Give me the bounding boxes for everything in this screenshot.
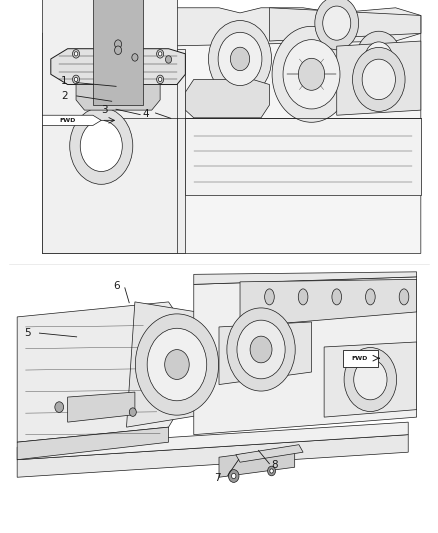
Ellipse shape (399, 289, 409, 305)
Circle shape (323, 6, 351, 40)
Circle shape (315, 0, 359, 50)
Circle shape (354, 359, 387, 400)
Circle shape (353, 47, 405, 111)
Circle shape (298, 58, 325, 90)
Circle shape (74, 77, 78, 82)
Text: 8: 8 (272, 461, 278, 470)
Polygon shape (67, 392, 135, 422)
Polygon shape (42, 8, 421, 49)
Polygon shape (51, 49, 185, 85)
Circle shape (208, 21, 272, 98)
Polygon shape (337, 41, 421, 115)
Circle shape (230, 47, 250, 71)
Circle shape (147, 328, 207, 401)
Circle shape (159, 52, 162, 56)
Polygon shape (17, 302, 194, 442)
Circle shape (73, 50, 80, 58)
Polygon shape (76, 85, 160, 110)
Circle shape (70, 108, 133, 184)
Text: 1: 1 (61, 76, 68, 86)
Polygon shape (42, 115, 101, 125)
Circle shape (166, 56, 172, 63)
Circle shape (362, 59, 396, 100)
Bar (9, 3, 429, 259)
Circle shape (270, 469, 273, 473)
Circle shape (115, 40, 122, 49)
Polygon shape (185, 79, 269, 118)
Bar (42, 0, 177, 253)
Polygon shape (269, 8, 421, 41)
Ellipse shape (332, 289, 342, 305)
Circle shape (159, 77, 162, 82)
Polygon shape (42, 118, 177, 169)
Polygon shape (236, 445, 303, 462)
Text: 7: 7 (215, 473, 221, 482)
Circle shape (165, 350, 189, 379)
Circle shape (74, 52, 78, 56)
Ellipse shape (366, 289, 375, 305)
Bar (93, 0, 143, 105)
Text: FWD: FWD (60, 118, 76, 123)
Circle shape (229, 470, 239, 482)
Polygon shape (240, 279, 417, 327)
Polygon shape (17, 422, 408, 459)
Circle shape (250, 336, 272, 363)
Circle shape (135, 314, 219, 415)
Polygon shape (219, 447, 295, 477)
Circle shape (73, 75, 80, 84)
Text: 3: 3 (101, 106, 107, 115)
Circle shape (55, 402, 64, 413)
Circle shape (344, 348, 397, 411)
Text: 6: 6 (113, 281, 120, 290)
Polygon shape (324, 342, 417, 417)
Ellipse shape (265, 289, 274, 305)
Polygon shape (194, 272, 417, 285)
FancyBboxPatch shape (343, 350, 378, 367)
Circle shape (356, 31, 402, 87)
Text: 5: 5 (24, 328, 31, 338)
Circle shape (129, 408, 136, 416)
Circle shape (157, 50, 164, 58)
Text: FWD: FWD (352, 356, 368, 361)
Bar (9, 272, 429, 522)
Circle shape (268, 466, 276, 476)
Circle shape (218, 33, 262, 86)
Ellipse shape (298, 289, 308, 305)
Text: 4: 4 (142, 109, 149, 119)
Polygon shape (17, 435, 408, 477)
Circle shape (157, 75, 164, 84)
Circle shape (80, 120, 122, 172)
Circle shape (237, 320, 285, 379)
Polygon shape (17, 427, 169, 459)
Polygon shape (219, 322, 311, 385)
Polygon shape (42, 15, 421, 253)
Polygon shape (42, 49, 185, 253)
Polygon shape (185, 118, 421, 195)
Circle shape (232, 473, 236, 479)
Circle shape (365, 42, 393, 76)
Polygon shape (127, 302, 227, 427)
Circle shape (272, 26, 351, 122)
Text: 2: 2 (61, 91, 68, 101)
Polygon shape (194, 277, 417, 435)
Circle shape (132, 54, 138, 61)
Circle shape (227, 308, 295, 391)
Circle shape (283, 39, 340, 109)
Circle shape (115, 46, 122, 54)
